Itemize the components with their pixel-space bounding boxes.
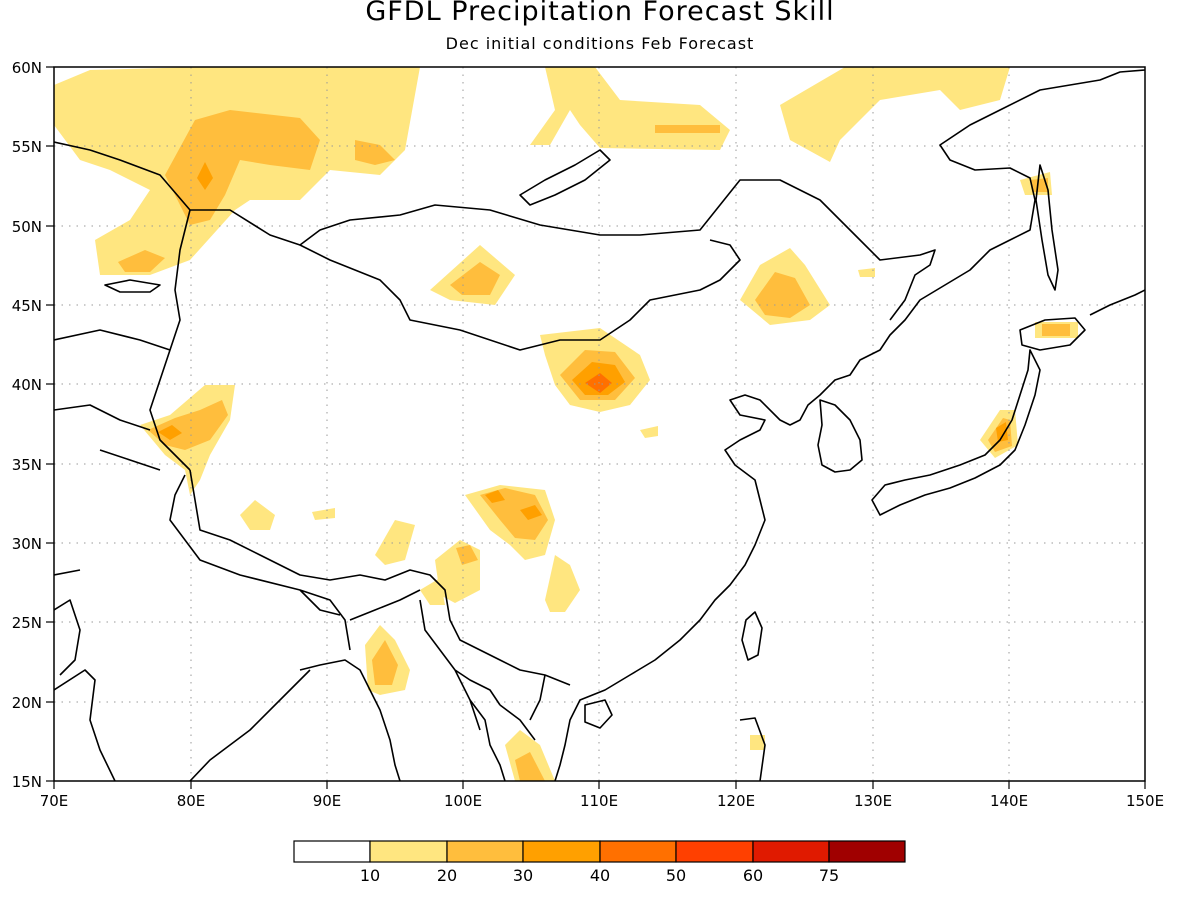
lat-axis-labels: 60N 55N 50N 45N 40N 35N 30N 25N 20N 15N xyxy=(12,59,42,791)
coastline-japan-honshu xyxy=(871,349,1041,516)
lat-tick-label: 40N xyxy=(12,376,42,394)
coastline-luzon xyxy=(739,717,766,781)
region-taiwan xyxy=(750,735,765,750)
region-altai-peak xyxy=(197,162,213,190)
map-subtitle: Dec initial conditions Feb Forecast xyxy=(445,34,755,53)
coastline-kamchatka-kuril xyxy=(1089,289,1145,316)
map-title: GFDL Precipitation Forecast Skill xyxy=(365,0,835,27)
colorbar-label: 30 xyxy=(513,866,533,885)
coastlines-borders xyxy=(54,69,1145,781)
colorbar: 10 20 30 40 50 60 75 xyxy=(293,840,906,885)
lat-tick-label: 35N xyxy=(12,456,42,474)
region-indochina-core xyxy=(515,752,545,781)
colorbar-label: 75 xyxy=(819,866,839,885)
lat-tick-label: 60N xyxy=(12,59,42,77)
skill-shading xyxy=(54,67,1078,781)
coastline-india xyxy=(54,669,311,781)
lat-tick-label: 50N xyxy=(12,218,42,236)
colorbar-box xyxy=(369,840,448,863)
colorbar-box xyxy=(752,840,830,863)
lake-baikal xyxy=(519,149,611,206)
coastline-taiwan xyxy=(741,611,763,661)
coastline-korea xyxy=(817,399,863,473)
region-yunnan-core xyxy=(456,545,478,565)
region-tibet-a xyxy=(240,500,275,530)
colorbar-box xyxy=(599,840,677,863)
region-altai xyxy=(165,110,320,225)
border-central-asia xyxy=(54,329,171,676)
border-china-central-asia xyxy=(149,209,191,471)
lon-axis-labels: 70E 80E 90E 100E 110E 120E 130E 140E 150… xyxy=(40,792,1164,810)
coastline-indochina xyxy=(469,699,506,781)
region-myanmar-core xyxy=(372,640,398,685)
coastline-hainan xyxy=(584,699,613,729)
border-russia-china xyxy=(54,141,936,321)
colorbar-box xyxy=(446,840,524,863)
skill-level-20-30 xyxy=(118,110,1070,781)
coastline-bay-bengal xyxy=(299,659,401,781)
border-indochina xyxy=(419,599,546,741)
region-central-siberia xyxy=(530,67,730,150)
region-hokkaido-core xyxy=(1042,324,1070,336)
region-kashmir-peak xyxy=(158,425,182,440)
lon-tick-label: 140E xyxy=(990,792,1028,810)
border-china-south-asia xyxy=(189,469,571,686)
colorbar-box xyxy=(522,840,601,863)
tick-marks xyxy=(46,66,1146,789)
region-altai-east xyxy=(355,140,395,165)
colorbar-box xyxy=(293,840,371,863)
region-mongolia-west-core xyxy=(450,262,500,295)
border-mongolia-china xyxy=(299,239,741,351)
lon-tick-label: 120E xyxy=(717,792,755,810)
colorbar-box xyxy=(675,840,754,863)
lat-tick-label: 55N xyxy=(12,138,42,156)
colorbar-label: 40 xyxy=(590,866,610,885)
border-india-region xyxy=(169,474,421,651)
region-spot-b xyxy=(312,508,335,520)
coastline-sakhalin xyxy=(1035,164,1059,291)
lon-tick-label: 80E xyxy=(177,792,206,810)
region-west-siberia xyxy=(54,67,420,275)
lon-tick-label: 130E xyxy=(854,792,892,810)
lat-tick-label: 25N xyxy=(12,614,42,632)
region-manchuria-core xyxy=(755,272,810,318)
lon-tick-label: 90E xyxy=(313,792,342,810)
colorbar-label: 50 xyxy=(666,866,686,885)
lon-tick-label: 100E xyxy=(444,792,482,810)
colorbar-label: 60 xyxy=(743,866,763,885)
region-sakhalin-core xyxy=(1030,178,1048,192)
region-kazakh xyxy=(118,250,165,272)
coastline-east-asia xyxy=(554,69,1145,781)
region-sichuan-peak-b xyxy=(520,505,542,520)
region-spot-a xyxy=(640,426,658,438)
region-east-siberia-core xyxy=(655,125,720,133)
lon-tick-label: 110E xyxy=(580,792,618,810)
region-guangxi xyxy=(545,555,580,612)
lat-tick-label: 45N xyxy=(12,297,42,315)
coastline-hokkaido xyxy=(1019,317,1086,351)
lon-tick-label: 70E xyxy=(40,792,69,810)
region-tibet-b xyxy=(375,520,415,565)
region-honshu-peak xyxy=(996,422,1008,442)
lat-tick-label: 15N xyxy=(12,773,42,791)
colorbar-label: 10 xyxy=(360,866,380,885)
region-spot-c xyxy=(858,268,875,277)
colorbar-label: 20 xyxy=(437,866,457,885)
colorbar-box xyxy=(828,840,906,863)
region-sichuan-peak-a xyxy=(485,490,505,503)
lake-balkhash xyxy=(104,279,161,293)
lat-tick-label: 20N xyxy=(12,694,42,712)
lat-tick-label: 30N xyxy=(12,535,42,553)
region-east-siberia xyxy=(780,67,1010,162)
lon-tick-label: 150E xyxy=(1126,792,1164,810)
